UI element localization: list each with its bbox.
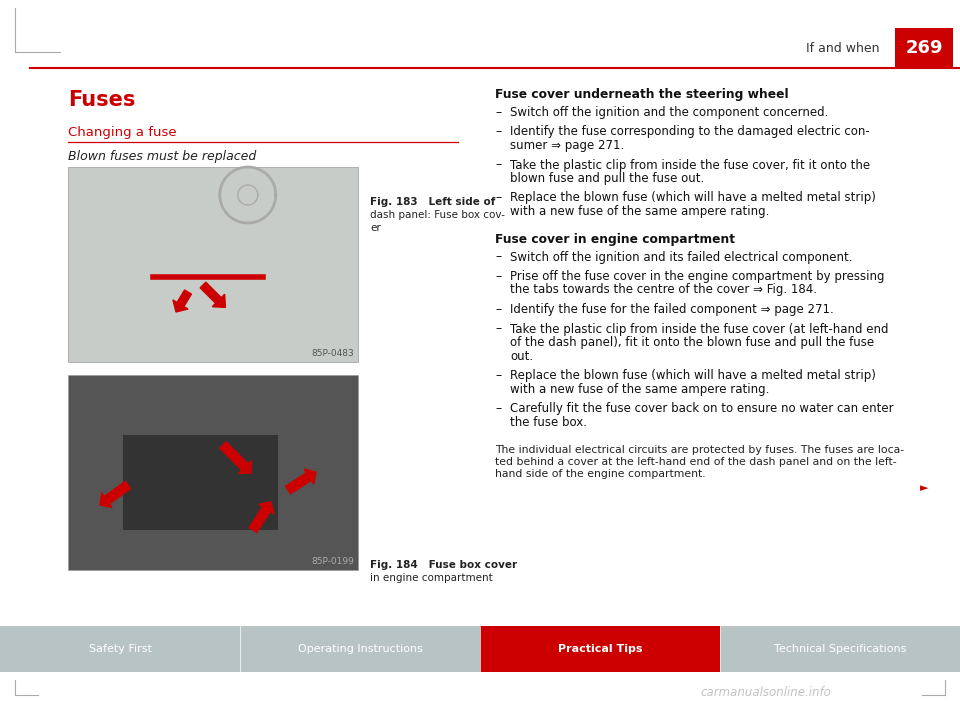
Text: Identify the fuse for the failed component ⇒ page 271.: Identify the fuse for the failed compone… [510, 303, 833, 316]
Text: Practical Tips: Practical Tips [558, 644, 642, 654]
Text: out.: out. [510, 350, 533, 362]
Text: Fig. 183   Left side of: Fig. 183 Left side of [370, 197, 495, 207]
Text: Safety First: Safety First [88, 644, 152, 654]
Bar [123, 435, 278, 530]
Text: dash panel: Fuse box cov-: dash panel: Fuse box cov- [370, 210, 505, 220]
Text: with a new fuse of the same ampere rating.: with a new fuse of the same ampere ratin… [510, 205, 769, 218]
Text: Fuses: Fuses [68, 90, 135, 110]
Text: 85P-0199: 85P-0199 [311, 557, 354, 566]
Text: Carefully fit the fuse cover back on to ensure no water can enter: Carefully fit the fuse cover back on to … [510, 402, 894, 415]
Text: hand side of the engine compartment.: hand side of the engine compartment. [495, 469, 706, 479]
Text: –: – [495, 369, 501, 382]
Text: –: – [495, 106, 501, 119]
Text: –: – [495, 270, 501, 283]
Text: –: – [495, 125, 501, 139]
Text: –: – [495, 191, 501, 205]
Text: ►: ► [920, 483, 928, 493]
Text: Take the plastic clip from inside the fuse cover, fit it onto the: Take the plastic clip from inside the fu… [510, 158, 870, 172]
FancyArrow shape [220, 442, 252, 473]
Text: of the dash panel), fit it onto the blown fuse and pull the fuse: of the dash panel), fit it onto the blow… [510, 336, 875, 349]
Text: Prise off the fuse cover in the engine compartment by pressing: Prise off the fuse cover in the engine c… [510, 270, 884, 283]
Text: with a new fuse of the same ampere rating.: with a new fuse of the same ampere ratin… [510, 383, 769, 395]
Text: –: – [495, 402, 501, 415]
Bar [0, 626, 240, 672]
Text: –: – [495, 303, 501, 316]
Text: Take the plastic clip from inside the fuse cover (at left-hand end: Take the plastic clip from inside the fu… [510, 322, 889, 336]
Bar [240, 626, 480, 672]
Text: Operating Instructions: Operating Instructions [298, 644, 422, 654]
Text: in engine compartment: in engine compartment [370, 573, 492, 583]
Text: The individual electrical circuits are protected by fuses. The fuses are loca-: The individual electrical circuits are p… [495, 445, 904, 455]
Text: Fuse cover in engine compartment: Fuse cover in engine compartment [495, 233, 735, 245]
FancyArrow shape [201, 283, 226, 308]
Text: If and when: If and when [806, 41, 880, 55]
Text: er: er [370, 223, 381, 233]
Bar [895, 28, 953, 68]
Text: the tabs towards the centre of the cover ⇒ Fig. 184.: the tabs towards the centre of the cover… [510, 283, 817, 297]
Text: Fuse cover underneath the steering wheel: Fuse cover underneath the steering wheel [495, 88, 788, 101]
Text: Replace the blown fuse (which will have a melted metal strip): Replace the blown fuse (which will have … [510, 191, 876, 205]
Text: Replace the blown fuse (which will have a melted metal strip): Replace the blown fuse (which will have … [510, 369, 876, 382]
Text: blown fuse and pull the fuse out.: blown fuse and pull the fuse out. [510, 172, 705, 185]
Text: Fig. 184   Fuse box cover: Fig. 184 Fuse box cover [370, 560, 517, 570]
Text: Blown fuses must be replaced: Blown fuses must be replaced [68, 150, 256, 163]
FancyArrow shape [100, 482, 131, 508]
Text: carmanualsonline.info: carmanualsonline.info [700, 686, 830, 700]
Bar [68, 375, 358, 570]
FancyArrow shape [173, 290, 191, 312]
Text: Changing a fuse: Changing a fuse [68, 126, 177, 139]
Text: sumer ⇒ page 271.: sumer ⇒ page 271. [510, 139, 624, 152]
Text: –: – [495, 322, 501, 336]
Text: the fuse box.: the fuse box. [510, 416, 587, 428]
Text: Switch off the ignition and its failed electrical component.: Switch off the ignition and its failed e… [510, 250, 852, 264]
Text: –: – [495, 158, 501, 172]
Text: Technical Specifications: Technical Specifications [774, 644, 906, 654]
FancyArrow shape [250, 502, 274, 533]
Text: ted behind a cover at the left-hand end of the dash panel and on the left-: ted behind a cover at the left-hand end … [495, 457, 897, 467]
Text: 85P-0483: 85P-0483 [311, 349, 354, 358]
Text: 269: 269 [905, 39, 943, 57]
Text: Switch off the ignition and the component concerned.: Switch off the ignition and the componen… [510, 106, 828, 119]
Bar [480, 626, 720, 672]
Bar [720, 626, 960, 672]
Text: –: – [495, 250, 501, 264]
Bar [68, 167, 358, 362]
Text: Identify the fuse corresponding to the damaged electric con-: Identify the fuse corresponding to the d… [510, 125, 870, 139]
FancyArrow shape [285, 469, 316, 494]
